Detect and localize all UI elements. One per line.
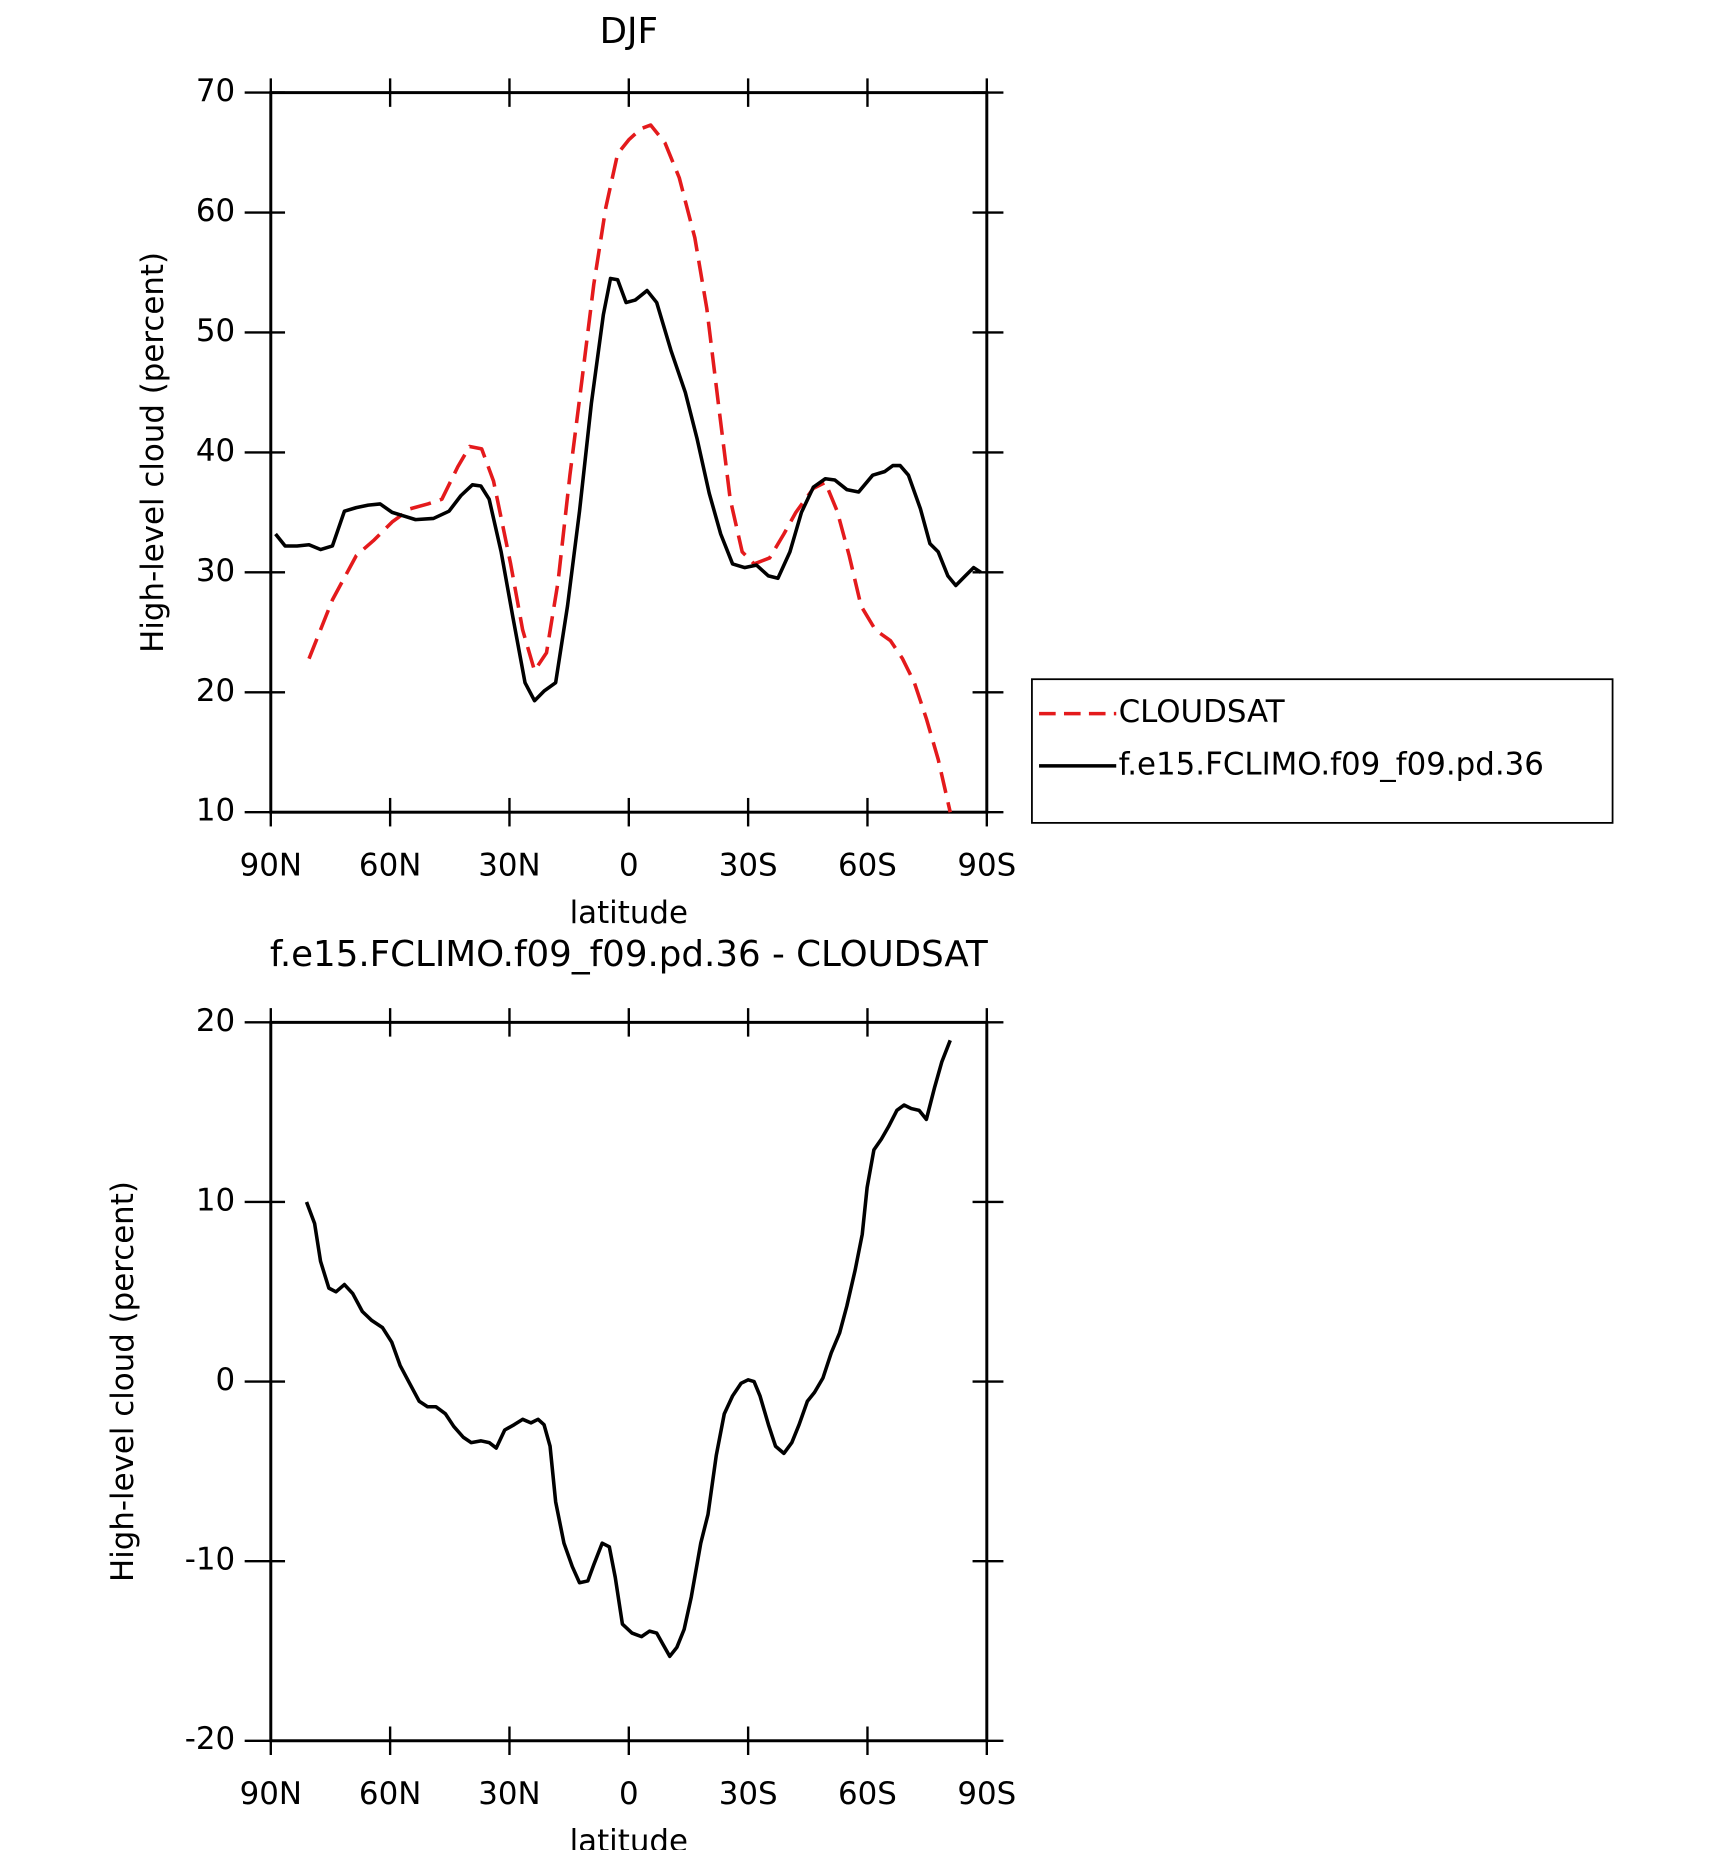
y-axis-label: High-level cloud (percent)	[135, 252, 171, 653]
x-tick-label: 0	[619, 1776, 639, 1812]
x-axis-label: latitude	[570, 895, 688, 931]
y-tick-label: 20	[196, 673, 235, 709]
chart-title: f.e15.FCLIMO.f09_f09.pd.36 - CLOUDSAT	[270, 934, 988, 975]
legend: CLOUDSAT f.e15.FCLIMO.f09_f09.pd.36	[1031, 678, 1614, 824]
x-axis-label: latitude	[570, 1823, 688, 1850]
plot-frame	[269, 1020, 989, 1743]
y-tick-label: 70	[196, 73, 235, 109]
plot-frame	[269, 91, 989, 814]
x-tick-label: 60N	[359, 847, 421, 883]
x-tick-label: 60S	[838, 847, 897, 883]
series-line	[274, 276, 982, 703]
series-line	[307, 123, 952, 813]
y-tick-label: 10	[196, 793, 235, 829]
legend-label: f.e15.FCLIMO.f09_f09.pd.36	[1119, 746, 1544, 782]
x-tick-label: 30S	[719, 1776, 778, 1812]
y-tick-label: 30	[196, 553, 235, 589]
legend-label: CLOUDSAT	[1119, 694, 1285, 730]
x-tick-label: 30N	[478, 1776, 540, 1812]
legend-box	[1031, 678, 1614, 824]
y-axis-label: High-level cloud (percent)	[105, 1181, 141, 1582]
x-tick-label: 60N	[359, 1776, 421, 1812]
x-tick-label: 30N	[478, 847, 540, 883]
x-tick-label: 90N	[240, 847, 302, 883]
y-tick-label: 20	[196, 1003, 235, 1039]
y-tick-label: 40	[196, 433, 235, 469]
diff-line	[304, 1039, 952, 1659]
y-tick-label: 60	[196, 193, 235, 229]
chart-title: DJF	[600, 11, 658, 52]
y-tick-label: -20	[185, 1721, 235, 1757]
x-tick-label: 90S	[957, 1776, 1016, 1812]
x-tick-label: 90S	[957, 847, 1016, 883]
x-tick-label: 60S	[838, 1776, 897, 1812]
x-tick-label: 0	[619, 847, 639, 883]
x-tick-label: 30S	[719, 847, 778, 883]
y-tick-label: 0	[216, 1362, 236, 1398]
y-tick-label: -10	[185, 1542, 235, 1578]
y-tick-label: 10	[196, 1182, 235, 1218]
y-tick-label: 50	[196, 313, 235, 349]
x-tick-label: 90N	[240, 1776, 302, 1812]
